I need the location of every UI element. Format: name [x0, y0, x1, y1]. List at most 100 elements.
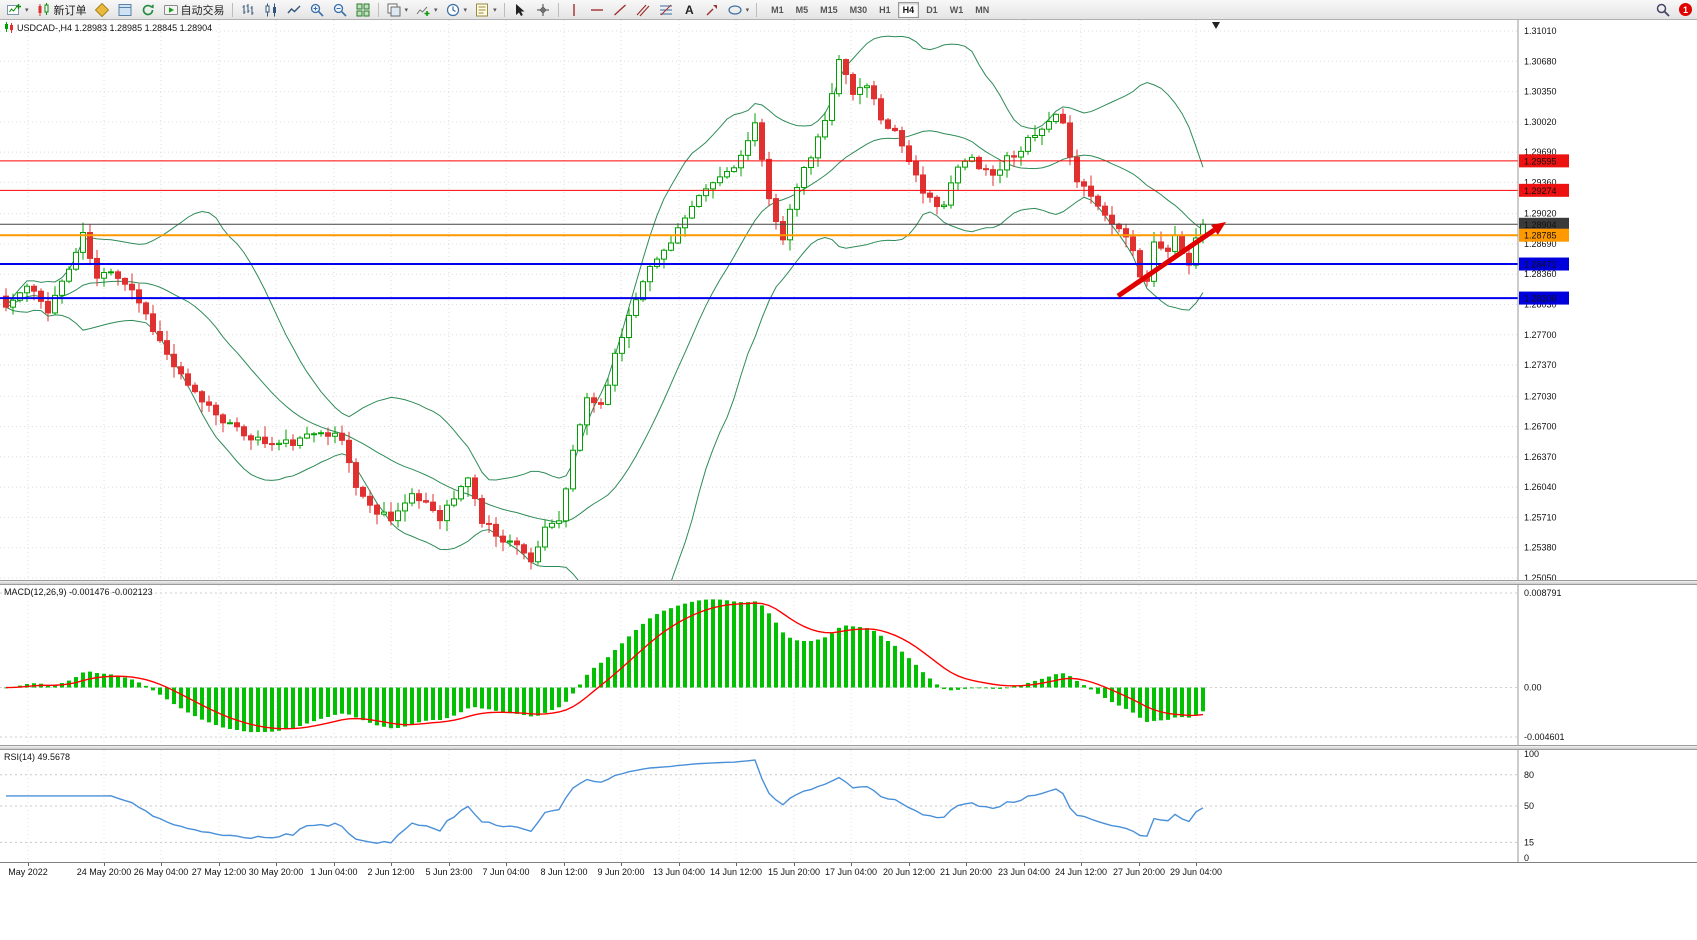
caret-icon: ▾: [25, 6, 29, 14]
new-chart-button[interactable]: ▾: [3, 1, 32, 19]
time-axis-tick: [161, 863, 162, 866]
pane-splitter[interactable]: [0, 745, 1697, 750]
gold-diamond-icon: [94, 2, 109, 17]
svg-text:1.26700: 1.26700: [1524, 422, 1557, 432]
line-chart-type-button[interactable]: [283, 1, 305, 19]
price-tag: [1519, 291, 1569, 305]
svg-text:1.25710: 1.25710: [1524, 512, 1557, 522]
price-tag-label: 1.28904: [1524, 220, 1557, 230]
window-icon: [118, 3, 132, 16]
crosshair-tool-button[interactable]: [532, 1, 554, 19]
macd-indicator-pane[interactable]: MACD(12,26,9) -0.001476 -0.002123 0.0087…: [0, 585, 1697, 745]
time-axis-label: 5 Jun 23:00: [425, 867, 473, 877]
timeframe-button-m30[interactable]: M30: [849, 4, 868, 15]
zoom-out-button[interactable]: [329, 1, 351, 19]
trendline-icon: [613, 3, 626, 16]
time-axis-label: 8 Jun 12:00: [540, 867, 588, 877]
zoom-in-icon: [310, 3, 324, 17]
templates-icon: [476, 3, 489, 16]
horizontal-line-tool-button[interactable]: [586, 1, 608, 19]
market-depth-button[interactable]: [91, 1, 113, 19]
bar-chart-type-button[interactable]: [237, 1, 259, 19]
toolbar-separator: [231, 2, 233, 17]
time-axis-label: 24 May 20:00: [76, 867, 132, 877]
time-axis-label: 1 Jun 04:00: [310, 867, 358, 877]
time-axis-tick: [449, 863, 450, 866]
time-axis-label: 13 Jun 04:00: [652, 867, 706, 877]
new-order-button[interactable]: 新订单: [33, 1, 90, 19]
auto-trading-button[interactable]: 自动交易: [160, 1, 228, 19]
time-axis-label: 15 Jun 20:00: [767, 867, 821, 877]
notification-badge[interactable]: 1: [1679, 3, 1692, 16]
trendline-tool-button[interactable]: [609, 1, 631, 19]
price-tag-label: 1.29595: [1524, 156, 1557, 166]
time-axis-label: 20 Jun 12:00: [882, 867, 936, 877]
timeframe-button-w1[interactable]: W1: [949, 4, 964, 15]
time-axis-label: 26 May 04:00: [133, 867, 189, 877]
svg-text:1.30680: 1.30680: [1524, 56, 1557, 66]
line-chart-icon: [286, 5, 301, 13]
shapes-tool-button[interactable]: ▾: [724, 1, 753, 19]
svg-text:80: 80: [1524, 770, 1534, 780]
svg-text:1.27700: 1.27700: [1524, 330, 1557, 340]
time-axis-tick: [794, 863, 795, 866]
time-axis-tick: [391, 863, 392, 866]
vertical-line-tool-button[interactable]: [563, 1, 585, 19]
refresh-button[interactable]: [137, 1, 159, 19]
time-axis-tick: [736, 863, 737, 866]
auto-trading-play-icon: [163, 4, 178, 15]
search-button[interactable]: [1652, 1, 1674, 19]
arrange-charts-button[interactable]: ▾: [383, 1, 412, 19]
svg-text:15: 15: [1524, 837, 1534, 847]
time-axis-label: 14 Jun 12:00: [709, 867, 763, 877]
indicators-button[interactable]: ▾: [412, 1, 441, 19]
timeframe-button-d1[interactable]: D1: [926, 4, 938, 15]
time-axis-tick: [1024, 863, 1025, 866]
time-axis-label: 7 Jun 04:00: [482, 867, 530, 877]
price-chart-canvas[interactable]: 1.31010 1.30680 1.30350 1.30020 1.29690 1.293…: [0, 20, 1697, 630]
templates-button[interactable]: ▾: [471, 1, 500, 19]
candlestick-chart-type-button[interactable]: [260, 1, 282, 19]
timeframe-button-h4[interactable]: H4: [897, 1, 920, 18]
time-axis-tick: [909, 863, 910, 866]
caret-icon: ▾: [434, 6, 438, 14]
svg-text:1.26370: 1.26370: [1524, 452, 1557, 462]
svg-text:0: 0: [1524, 853, 1529, 862]
price-tag: [1519, 228, 1569, 242]
horizontal-line-icon: [590, 8, 603, 11]
channel-tool-button[interactable]: [632, 1, 654, 19]
tile-windows-button[interactable]: [352, 1, 374, 19]
arrange-icon: [387, 3, 401, 16]
rsi-indicator-pane[interactable]: RSI(14) 49.5678 100 80 50 15 0: [0, 749, 1697, 863]
label-tool-button[interactable]: [701, 1, 723, 19]
rsi-canvas[interactable]: 100 80 50 15 0: [0, 749, 1697, 863]
zoom-in-button[interactable]: [306, 1, 328, 19]
svg-text:A: A: [685, 3, 694, 17]
svg-text:1.29360: 1.29360: [1524, 177, 1557, 187]
market-watch-button[interactable]: [114, 1, 136, 19]
svg-text:1.29020: 1.29020: [1524, 209, 1557, 219]
time-axis-tick: [334, 863, 335, 866]
time-axis[interactable]: May 2022 24 May 20:00 26 May 04:00 27 May 1…: [0, 862, 1697, 880]
text-tool-button[interactable]: A: [678, 1, 700, 19]
cursor-tool-button[interactable]: [509, 1, 531, 19]
pane-splitter[interactable]: [0, 580, 1697, 585]
chart-symbol-icon: [5, 22, 13, 33]
timeframe-button-mn[interactable]: MN: [975, 4, 990, 15]
price-tag: [1519, 183, 1569, 197]
time-axis-label: 9 Jun 20:00: [597, 867, 645, 877]
timeframe-button-m5[interactable]: M5: [795, 4, 809, 15]
crosshair-icon: [536, 3, 549, 16]
fibonacci-tool-button[interactable]: [655, 1, 677, 19]
time-axis-label: 30 May 20:00: [248, 867, 304, 877]
timeframe-button-m1[interactable]: M1: [771, 4, 784, 15]
macd-canvas[interactable]: 0.008791 0.00 -0.004601: [0, 585, 1697, 745]
tile-windows-icon: [356, 3, 370, 16]
timeframe-button-m15[interactable]: M15: [820, 4, 838, 15]
price-chart-pane[interactable]: USDCAD-,H4 1.28983 1.28985 1.28845 1.289…: [0, 20, 1697, 630]
svg-text:1.28690: 1.28690: [1524, 239, 1557, 249]
periods-button[interactable]: ▾: [442, 1, 471, 19]
time-axis-label: 27 May 12:00: [191, 867, 247, 877]
price-tag: [1519, 217, 1569, 231]
timeframe-button-h1[interactable]: H1: [879, 4, 891, 15]
